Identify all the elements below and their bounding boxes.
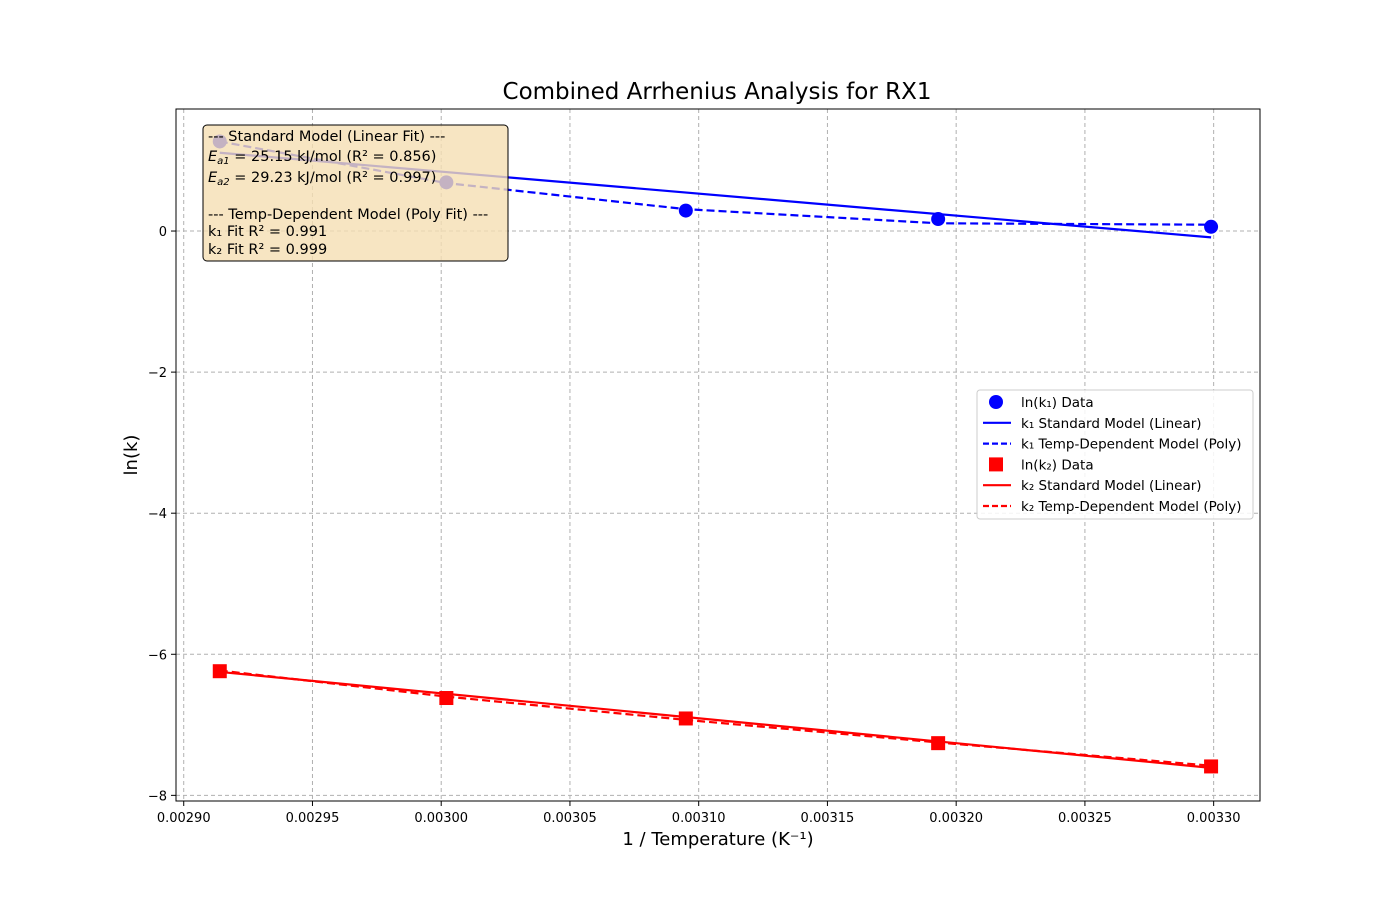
data-point [931, 736, 946, 751]
ea2-symbol: E [208, 170, 218, 186]
annotation-line-4: --- Temp-Dependent Model (Poly Fit) --- [208, 207, 488, 223]
ea1-value: = 25.15 kJ/mol (R² = 0.856) [230, 149, 437, 165]
legend-label: k₂ Standard Model (Linear) [1021, 478, 1202, 494]
data-point [212, 664, 227, 679]
ea2-value: = 29.23 kJ/mol (R² = 0.997) [230, 170, 437, 186]
y-tick-label: 0 [159, 225, 167, 240]
annotation-line-2: Ea1 = 25.15 kJ/mol (R² = 0.856) [208, 149, 436, 167]
data-point [931, 212, 946, 227]
legend: ln(k₁) Data k₁ Standard Model (Linear) k₁ … [976, 389, 1254, 520]
legend-marker [989, 457, 1003, 472]
data-point [678, 711, 693, 726]
legend-item: ln(k₁) Data [989, 395, 1094, 411]
legend-item: ln(k₂) Data [989, 457, 1094, 473]
annotation-line-3: Ea2 = 29.23 kJ/mol (R² = 0.997) [208, 170, 436, 188]
annotation-box: --- Standard Model (Linear Fit) --- Ea1 … [202, 124, 509, 262]
y-axis-label: ln(k) [121, 435, 142, 476]
plot-frame [175, 108, 1261, 802]
legend-label: k₁ Standard Model (Linear) [1021, 416, 1202, 432]
legend-marker [989, 395, 1003, 409]
ea1-symbol: E [208, 149, 218, 165]
legend-label: k₁ Temp-Dependent Model (Poly) [1021, 437, 1242, 453]
data-point [678, 203, 693, 218]
x-axis-label: 1 / Temperature (K⁻¹) [622, 829, 813, 850]
y-tick-label: −4 [148, 507, 167, 522]
legend-item: k₂ Temp-Dependent Model (Poly) [983, 499, 1242, 515]
annotation-line-5: k₁ Fit R² = 0.991 [208, 224, 327, 240]
x-tick-label: 0.00290 [157, 811, 211, 826]
legend-label: ln(k₂) Data [1021, 457, 1094, 473]
legend-frame [976, 389, 1254, 520]
series-ln-k-data [212, 664, 1219, 774]
annotation-background [202, 124, 509, 262]
chart-title: Combined Arrhenius Analysis for RX1 [503, 79, 932, 105]
axis-ticks: 0.00290 0.00295 0.00300 0.00305 0.00310 0.003… [148, 225, 1241, 826]
y-tick-label: −2 [148, 366, 167, 381]
x-tick-label: 0.00310 [672, 811, 726, 826]
y-tick-label: −8 [148, 789, 167, 804]
ea1-subscript: a1 [217, 156, 230, 167]
legend-label: k₂ Temp-Dependent Model (Poly) [1021, 499, 1242, 515]
x-tick-label: 0.00300 [414, 811, 468, 826]
legend-item: k₁ Temp-Dependent Model (Poly) [983, 437, 1242, 453]
legend-item: k₁ Standard Model (Linear) [983, 416, 1202, 432]
data-point [439, 691, 454, 706]
legend-label: ln(k₁) Data [1021, 395, 1094, 411]
ea2-subscript: a2 [217, 177, 230, 188]
annotation-line-6: k₂ Fit R² = 0.999 [208, 242, 327, 258]
x-tick-label: 0.00315 [801, 811, 855, 826]
legend-item: k₂ Standard Model (Linear) [983, 478, 1202, 494]
data-point [1204, 219, 1219, 234]
x-tick-label: 0.00325 [1058, 811, 1112, 826]
y-tick-label: −6 [148, 648, 167, 663]
x-tick-label: 0.00330 [1187, 811, 1241, 826]
x-tick-label: 0.00295 [286, 811, 340, 826]
data-point [1204, 759, 1219, 774]
annotation-line-1: --- Standard Model (Linear Fit) --- [208, 129, 445, 145]
x-tick-label: 0.00320 [929, 811, 983, 826]
x-tick-label: 0.00305 [543, 811, 597, 826]
